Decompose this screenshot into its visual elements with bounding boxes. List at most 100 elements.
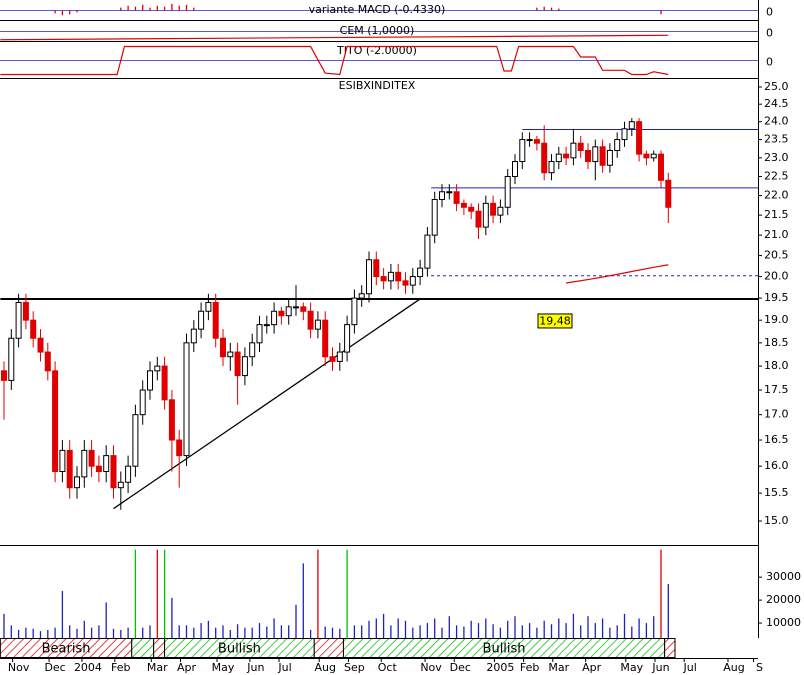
candle-body (37, 337, 44, 353)
x-tick-label: Jun (651, 661, 669, 674)
candle-body (658, 153, 664, 181)
candle-body (147, 370, 153, 391)
x-tick-label: 2004 (74, 661, 102, 674)
candle-body (307, 310, 314, 330)
candle-body (409, 276, 416, 286)
y-tick-label: 20.5 (764, 249, 789, 262)
candle-body (344, 324, 351, 353)
candle-body (285, 306, 292, 317)
candle-body (402, 280, 409, 286)
candle-body (336, 351, 343, 362)
candle-body (453, 191, 460, 204)
candle-body (263, 324, 270, 327)
moving-average (566, 264, 669, 284)
x-tick-label: S (756, 661, 763, 674)
indicator-line (0, 34, 669, 41)
candle-body (154, 365, 161, 372)
signal-label: Bullish (218, 642, 261, 657)
x-tick-label: Jul (277, 661, 291, 674)
x-tick-label: Sep (344, 661, 365, 674)
indicator-title: TITO (-2.0000) (336, 44, 417, 57)
candle-body (329, 356, 336, 362)
candle-body (249, 342, 256, 358)
candle-body (132, 414, 139, 467)
y-tick-label: 18.0 (764, 359, 789, 372)
candle-body (95, 465, 102, 472)
y-tick-label: 17.5 (764, 383, 789, 396)
x-tick-label: Nov (8, 661, 30, 674)
x-tick-label: Aug (723, 661, 744, 674)
trendline (113, 298, 421, 510)
x-tick-label: Jun (246, 661, 264, 674)
candle-body (15, 301, 22, 339)
candle-body (351, 297, 358, 326)
candle-body (278, 310, 285, 317)
candle-body (606, 149, 613, 166)
candle-body (212, 301, 219, 339)
indicator-title: variante MACD (-0.4330) (309, 3, 446, 16)
candle-body (431, 198, 438, 236)
y-tick-label: 21.0 (764, 228, 789, 241)
candle-body (271, 310, 278, 326)
candle-body (198, 310, 205, 330)
x-tick-label: Jul (683, 661, 697, 674)
candle-body (44, 351, 51, 372)
candle-body (190, 328, 197, 344)
candle-body (468, 206, 475, 212)
candle-body (110, 455, 117, 489)
volume-tick-label: 20000 (766, 593, 801, 606)
candle-body (8, 337, 15, 381)
candle-body (460, 202, 467, 208)
candle-body (424, 234, 431, 269)
candle-body (475, 210, 482, 228)
y-tick-label: 23.0 (764, 151, 789, 164)
y-tick-label: 15.5 (764, 486, 789, 499)
x-tick-label: 2005 (486, 661, 514, 674)
candle-body (322, 319, 329, 358)
level-label-box (537, 313, 573, 329)
x-tick-label: May (212, 661, 235, 674)
candle-body (52, 370, 59, 472)
x-tick-label: Aug (314, 661, 335, 674)
candle-body (497, 206, 504, 216)
y-tick-label: 16.0 (764, 459, 789, 472)
candle-body (395, 271, 402, 282)
y-tick-label: 25.0 (764, 80, 789, 93)
candle-body (117, 481, 124, 489)
indicator-tick-label: 0 (766, 27, 773, 40)
candle-body (533, 139, 540, 144)
candle-body (358, 293, 365, 299)
y-tick-label: 21.5 (764, 208, 789, 221)
y-tick-label: 19.0 (764, 313, 789, 326)
indicator-tick-label: 0 (766, 56, 773, 69)
y-tick-label: 20.0 (764, 270, 789, 283)
candle-body (490, 202, 497, 216)
x-tick-label: Apr (177, 661, 197, 674)
candle-body (636, 121, 643, 155)
signal-segment (313, 638, 344, 658)
candle-body (504, 176, 511, 208)
candle-body (665, 179, 672, 208)
candle-body (387, 271, 394, 282)
candle-body (599, 146, 606, 166)
candle-body (66, 449, 73, 489)
candle-body (176, 439, 183, 457)
candle-body (103, 455, 110, 472)
candle-body (614, 139, 621, 151)
candle-body (220, 337, 226, 358)
candle-body (577, 142, 584, 151)
indicator-tick-label: 0 (766, 6, 773, 19)
y-tick-label: 18.5 (764, 336, 789, 349)
candle-body (563, 153, 570, 159)
y-tick-label: 16.5 (764, 433, 789, 446)
y-tick-label: 23.5 (764, 133, 789, 146)
candle-body (628, 121, 635, 130)
candle-body (1, 370, 7, 381)
candle-body (555, 153, 562, 163)
candle-body (139, 389, 146, 416)
y-tick-label: 19.5 (764, 291, 789, 304)
x-tick-label: Mar (147, 661, 168, 674)
candle-body (30, 319, 37, 339)
